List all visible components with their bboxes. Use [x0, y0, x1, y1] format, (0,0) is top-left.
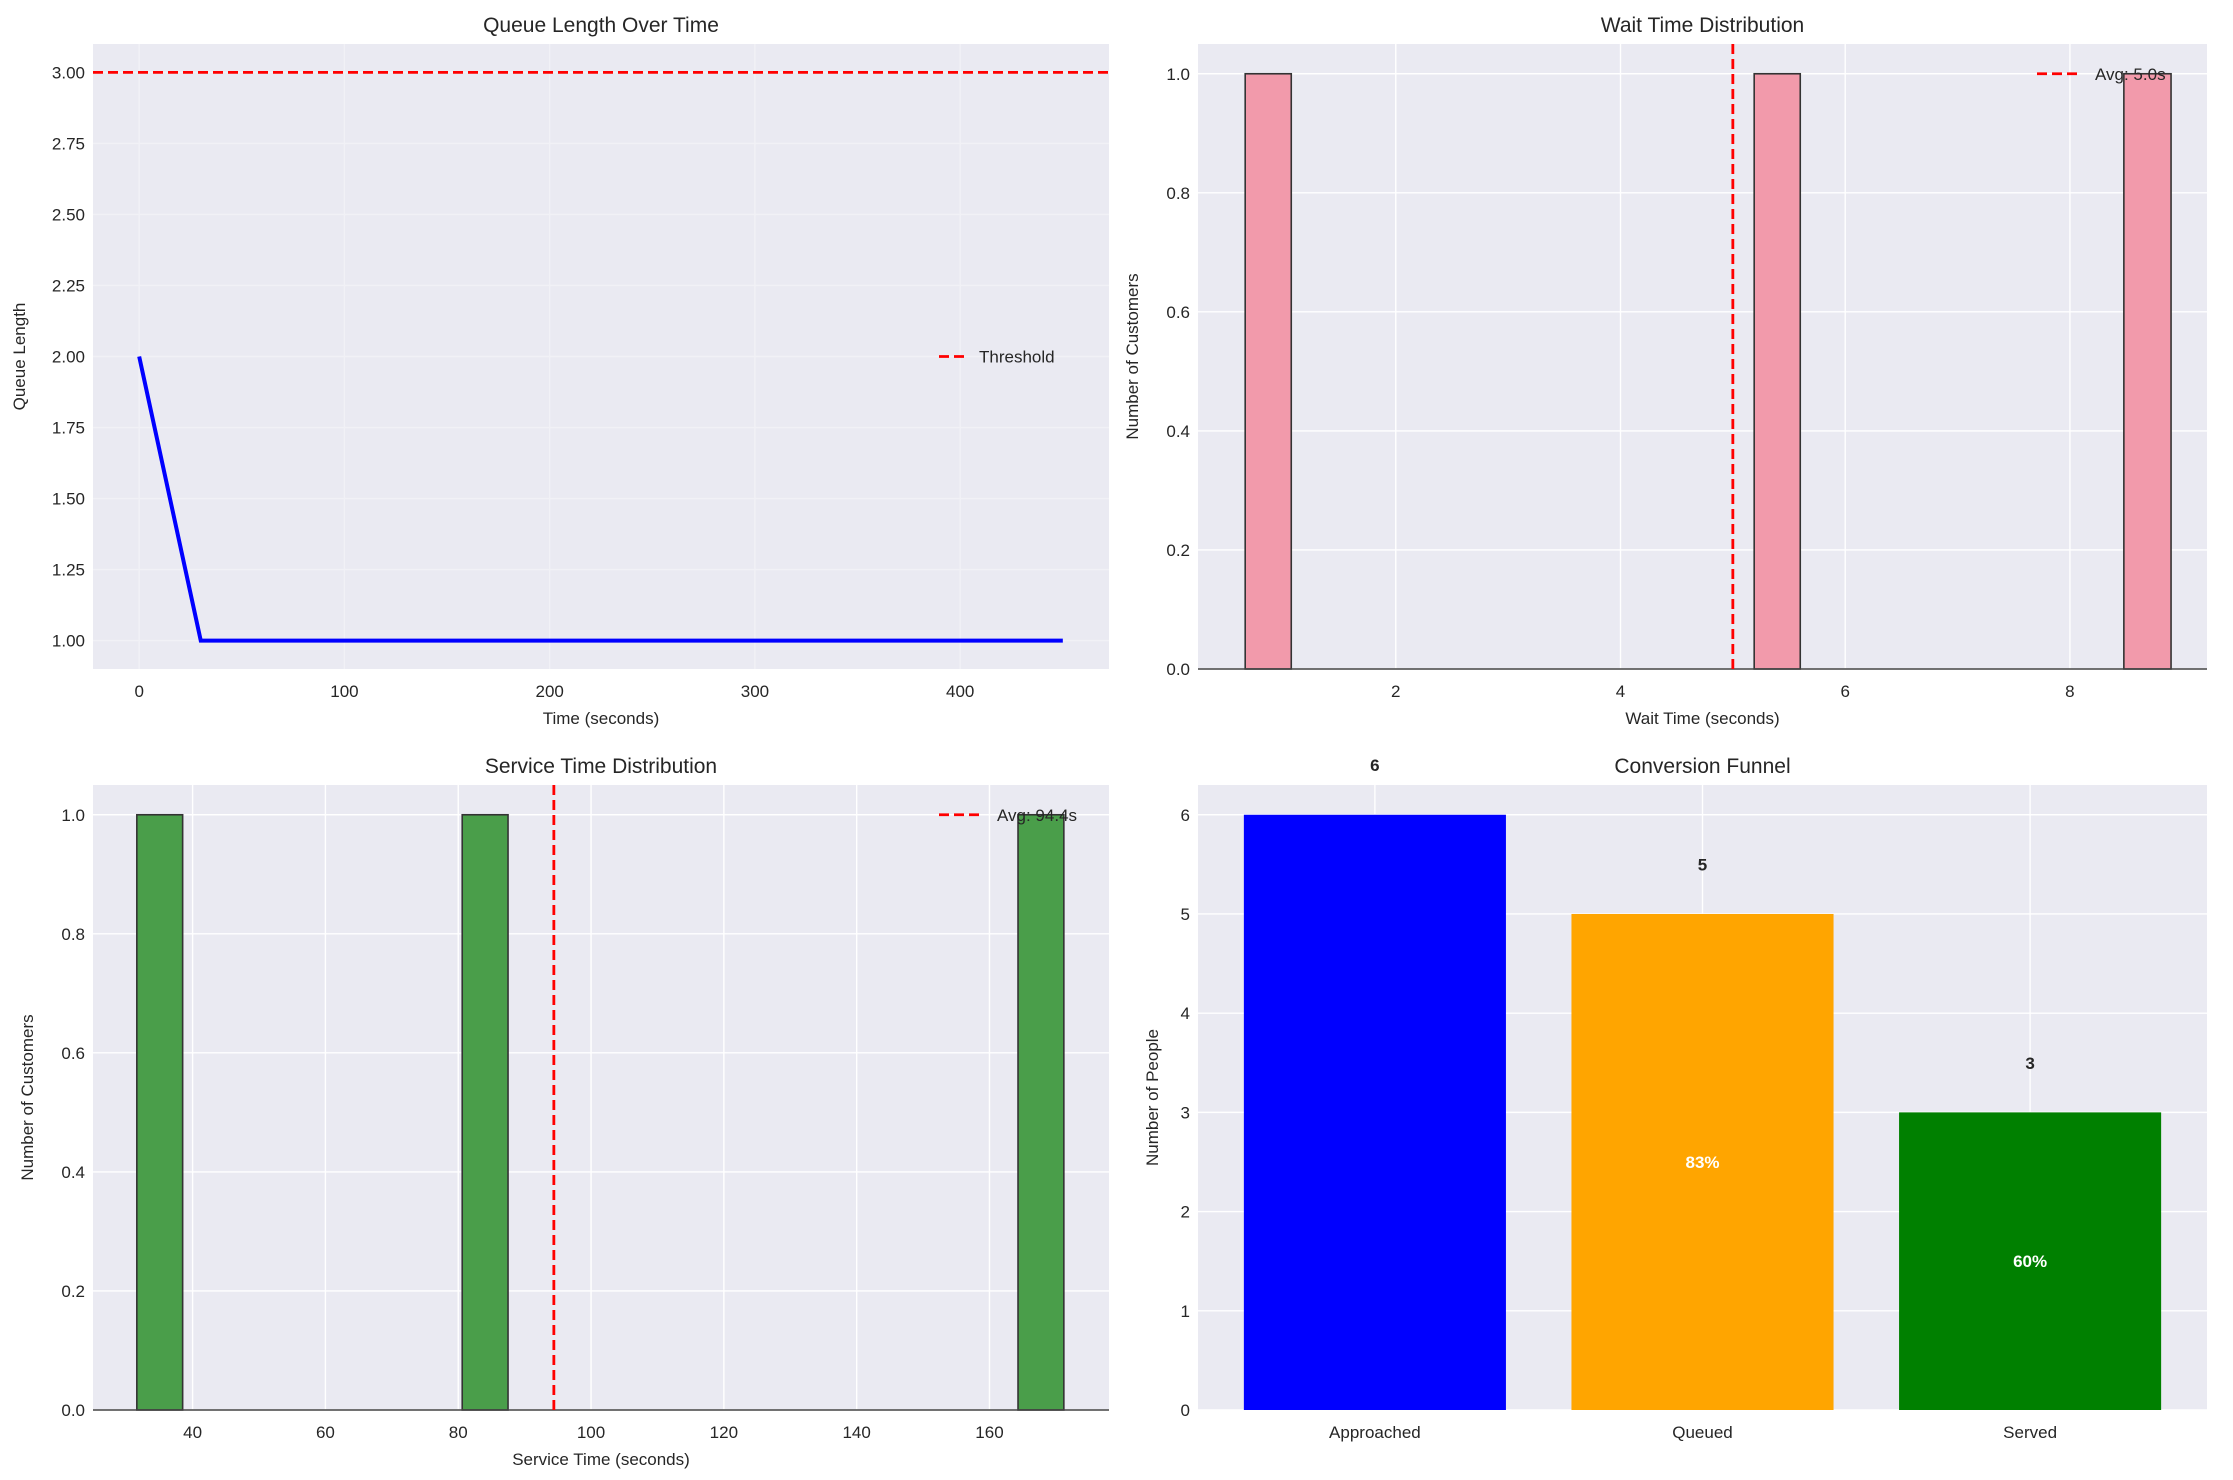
x-tick-label: Served [2003, 1423, 2057, 1442]
funnel-bar [1899, 1112, 2162, 1410]
x-tick-label: Queued [1672, 1423, 1733, 1442]
funnel-bar [1571, 913, 1834, 1410]
histogram-bar [1017, 813, 1065, 1411]
x-axis-label: Service Time (seconds) [512, 1450, 690, 1469]
y-tick-label: 0.0 [61, 1401, 85, 1420]
y-tick-label: 3 [1181, 1103, 1190, 1122]
y-tick-label: 1.0 [1166, 65, 1190, 84]
y-tick-label: 0.2 [1166, 541, 1190, 560]
conversion-funnel-chart: Approached Queued Served 0 1 2 3 4 5 6 Conversion … [1143, 755, 2207, 1442]
y-tick-label: 0.0 [1166, 660, 1190, 679]
legend-label: Threshold [979, 348, 1055, 367]
y-tick-label: 2.25 [52, 276, 85, 295]
legend-label: Avg: 5.0s [2095, 65, 2166, 84]
chart-title: Conversion Funnel [1614, 755, 1790, 778]
y-tick-label: 0.2 [61, 1282, 85, 1301]
conversion-percent-label: 60% [2013, 1252, 2047, 1271]
y-tick-label: 1.25 [52, 561, 85, 580]
y-tick-label: 0.8 [61, 925, 85, 944]
y-tick-label: 2.00 [52, 348, 85, 367]
x-tick-label: 100 [577, 1423, 605, 1442]
conversion-percent-label: 83% [1685, 1153, 1719, 1172]
x-tick-label: 80 [449, 1423, 468, 1442]
y-axis-label: Number of Customers [18, 1014, 37, 1180]
y-tick-label: 1 [1181, 1302, 1190, 1321]
y-tick-label: 4 [1181, 1004, 1190, 1023]
x-tick-label: 2 [1391, 682, 1400, 701]
x-tick-label: Approached [1329, 1423, 1421, 1442]
y-axis-label: Number of Customers [1123, 273, 1142, 439]
bar-value-label: 6 [1370, 756, 1379, 775]
histogram-bar [1753, 72, 1802, 670]
y-tick-label: 0.6 [61, 1044, 85, 1063]
bar-value-label: 3 [2025, 1054, 2034, 1073]
plot-area [1198, 44, 2207, 669]
y-tick-label: 5 [1181, 905, 1190, 924]
x-axis-label: Wait Time (seconds) [1625, 709, 1779, 728]
chart-title: Queue Length Over Time [483, 14, 719, 37]
chart-title: Service Time Distribution [485, 755, 717, 778]
x-tick-label: 100 [330, 682, 358, 701]
x-tick-label: 200 [535, 682, 563, 701]
x-tick-label: 6 [1840, 682, 1849, 701]
y-axis-label: Queue Length [10, 303, 29, 411]
y-tick-label: 1.75 [52, 419, 85, 438]
x-tick-label: 160 [975, 1423, 1003, 1442]
series-line [137, 356, 1063, 643]
y-tick-label: 0.4 [61, 1163, 85, 1182]
funnel-bar [1243, 814, 1506, 1410]
histogram-bar [461, 813, 509, 1411]
x-tick-label: 0 [134, 682, 143, 701]
histogram-bar [1244, 72, 1293, 670]
y-tick-label: 3.00 [52, 63, 85, 82]
x-tick-label: 120 [710, 1423, 738, 1442]
y-tick-label: 1.0 [61, 806, 85, 825]
y-tick-label: 2 [1181, 1203, 1190, 1222]
y-tick-label: 1.50 [52, 490, 85, 509]
plot-area [93, 785, 1109, 1410]
y-tick-label: 0.6 [1166, 303, 1190, 322]
y-axis-label: Number of People [1143, 1029, 1162, 1166]
x-tick-label: 40 [183, 1423, 202, 1442]
histogram-bar [136, 813, 184, 1411]
wait-time-chart: 2 4 6 8 0.0 0.2 0.4 0.6 0.8 1.0 Wait Time Distribu… [1123, 14, 2207, 728]
x-tick-label: 140 [842, 1423, 870, 1442]
x-axis-label: Time (seconds) [543, 709, 660, 728]
y-tick-label: 0.4 [1166, 422, 1190, 441]
bar-value-label: 5 [1698, 855, 1707, 874]
queue-length-chart: 0 100 200 300 400 1.00 1.25 1.50 1.75 2.00 2.25 2.5… [10, 14, 1109, 728]
chart-title: Wait Time Distribution [1601, 14, 1804, 37]
y-tick-label: 2.75 [52, 134, 85, 153]
y-tick-label: 6 [1181, 806, 1190, 825]
service-time-chart: 40 60 80 100 120 140 160 0.0 0.2 0.4 0.6 0.8 1.0 Serv… [18, 755, 1109, 1469]
x-tick-label: 8 [2065, 682, 2074, 701]
y-tick-label: 0.8 [1166, 184, 1190, 203]
legend-label: Avg: 94.4s [997, 806, 1077, 825]
y-tick-label: 0 [1181, 1401, 1190, 1420]
x-tick-label: 4 [1616, 682, 1625, 701]
x-tick-label: 300 [741, 682, 769, 701]
histogram-bar [2123, 72, 2172, 670]
y-tick-label: 1.00 [52, 632, 85, 651]
x-tick-label: 400 [946, 682, 974, 701]
y-tick-label: 2.50 [52, 205, 85, 224]
x-tick-label: 60 [316, 1423, 335, 1442]
